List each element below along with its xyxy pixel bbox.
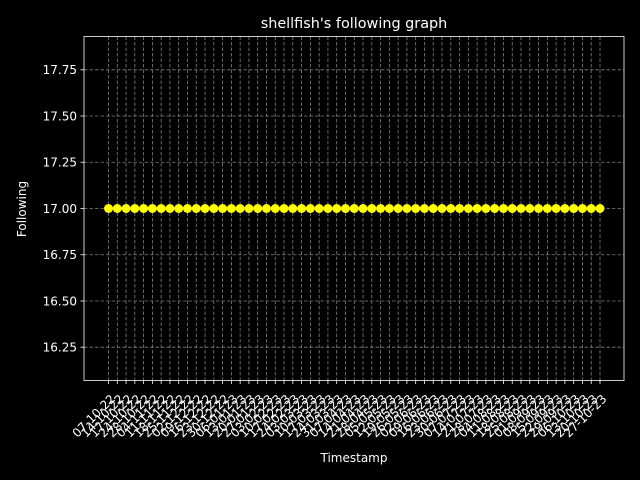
data-point xyxy=(525,204,535,213)
x-axis-label: Timestamp xyxy=(320,451,388,465)
data-point xyxy=(393,204,403,213)
data-point xyxy=(323,204,333,213)
data-point xyxy=(130,204,140,213)
data-point xyxy=(516,204,526,213)
plot-frame xyxy=(83,36,625,381)
y-tick-label: 16.25 xyxy=(43,341,77,355)
data-point xyxy=(481,204,491,213)
data-point xyxy=(279,204,289,213)
data-point xyxy=(428,204,438,213)
data-point xyxy=(226,204,236,213)
data-series xyxy=(104,204,605,213)
data-point xyxy=(147,204,157,213)
data-point xyxy=(244,204,254,213)
data-point xyxy=(191,204,201,213)
data-point xyxy=(419,204,429,213)
data-point xyxy=(384,204,394,213)
y-tick-label: 17.25 xyxy=(43,156,77,170)
data-point xyxy=(560,204,570,213)
data-point xyxy=(358,204,368,213)
data-point xyxy=(402,204,412,213)
data-point xyxy=(182,204,192,213)
data-point xyxy=(218,204,228,213)
data-point xyxy=(367,204,377,213)
data-point xyxy=(349,204,359,213)
data-point xyxy=(411,204,421,213)
data-point xyxy=(376,204,386,213)
data-point xyxy=(270,204,280,213)
data-point xyxy=(437,204,447,213)
data-point xyxy=(165,204,175,213)
data-point xyxy=(332,204,342,213)
data-point xyxy=(112,204,122,213)
data-point xyxy=(507,204,517,213)
data-point xyxy=(200,204,210,213)
data-point xyxy=(209,204,219,213)
data-point xyxy=(586,204,596,213)
data-point xyxy=(455,204,465,213)
data-point xyxy=(542,204,552,213)
data-point xyxy=(551,204,561,213)
data-point xyxy=(569,204,579,213)
data-point xyxy=(463,204,473,213)
data-point xyxy=(498,204,508,213)
data-point xyxy=(305,204,315,213)
y-tick-label: 17.00 xyxy=(43,202,77,216)
data-point xyxy=(104,204,113,213)
data-point xyxy=(314,204,324,213)
y-tick-label: 16.75 xyxy=(43,248,77,262)
data-point xyxy=(156,204,166,213)
data-point xyxy=(288,204,298,213)
y-axis-label: Following xyxy=(15,181,29,237)
data-point xyxy=(121,204,131,213)
axis-ticks: 16.2516.5016.7517.0017.2517.5017.7507-10… xyxy=(43,63,610,440)
data-point xyxy=(340,204,350,213)
data-point xyxy=(446,204,456,213)
y-tick-label: 17.50 xyxy=(43,109,77,123)
data-point xyxy=(472,204,482,213)
data-point xyxy=(297,204,307,213)
data-point xyxy=(490,204,500,213)
chart-title: shellfish's following graph xyxy=(261,16,448,32)
data-point xyxy=(595,204,605,213)
data-point xyxy=(139,204,149,213)
data-point xyxy=(261,204,271,213)
data-point xyxy=(235,204,245,213)
y-tick-label: 16.50 xyxy=(43,294,77,308)
data-point xyxy=(174,204,184,213)
y-tick-label: 17.75 xyxy=(43,63,77,77)
data-point xyxy=(534,204,544,213)
data-point xyxy=(253,204,263,213)
data-point xyxy=(577,204,587,213)
